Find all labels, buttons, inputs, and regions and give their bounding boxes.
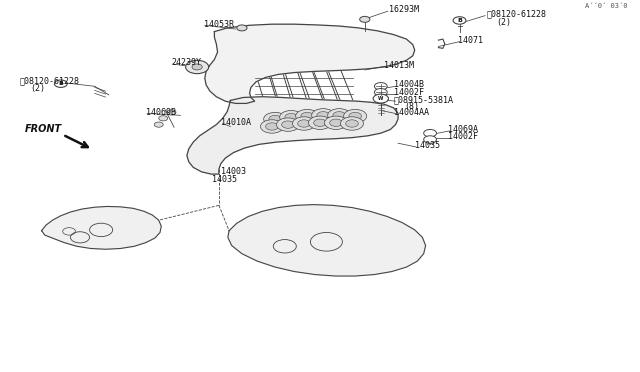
Text: (2): (2) [31, 84, 45, 93]
Circle shape [266, 123, 278, 130]
Text: 14071: 14071 [458, 36, 483, 45]
Circle shape [154, 122, 163, 127]
Circle shape [282, 121, 294, 128]
Circle shape [346, 120, 358, 127]
Circle shape [312, 109, 335, 122]
Text: (8): (8) [404, 102, 419, 111]
Polygon shape [228, 205, 426, 276]
Text: Ⓑ08120-61228: Ⓑ08120-61228 [486, 10, 547, 19]
Circle shape [298, 120, 310, 127]
Text: (2): (2) [496, 18, 511, 27]
Circle shape [192, 64, 202, 70]
Text: 14069B: 14069B [146, 108, 176, 117]
Text: 14002F: 14002F [448, 132, 478, 141]
Circle shape [285, 113, 298, 121]
Text: W: W [378, 96, 383, 101]
Circle shape [54, 80, 67, 87]
Circle shape [340, 117, 364, 130]
Circle shape [317, 112, 330, 119]
Circle shape [374, 83, 387, 90]
Text: 16293M: 16293M [389, 5, 419, 14]
Circle shape [264, 112, 287, 126]
Text: Ⓦ08915-5381A: Ⓦ08915-5381A [394, 95, 454, 104]
Circle shape [167, 110, 176, 115]
Text: 14053R: 14053R [204, 20, 234, 29]
Polygon shape [205, 24, 415, 103]
Circle shape [360, 16, 370, 22]
Text: B: B [58, 81, 63, 86]
Text: 14035: 14035 [415, 141, 440, 150]
Polygon shape [187, 97, 398, 174]
Circle shape [280, 110, 303, 124]
Circle shape [314, 119, 326, 126]
Circle shape [159, 116, 168, 121]
Text: 14069A: 14069A [448, 125, 478, 134]
Circle shape [292, 117, 316, 130]
Text: A´´0´ 03´0: A´´0´ 03´0 [585, 3, 627, 9]
Polygon shape [42, 206, 161, 249]
Text: 14010A: 14010A [221, 118, 251, 126]
Text: 14002F: 14002F [394, 88, 424, 97]
Text: 14035: 14035 [212, 175, 237, 184]
Circle shape [349, 112, 362, 120]
Circle shape [373, 94, 388, 103]
Text: FRONT: FRONT [24, 125, 61, 134]
Circle shape [269, 115, 282, 123]
Circle shape [374, 89, 387, 96]
Circle shape [296, 109, 319, 123]
Circle shape [453, 17, 466, 24]
Circle shape [276, 118, 300, 131]
Circle shape [328, 109, 351, 122]
Circle shape [424, 136, 436, 143]
Circle shape [330, 119, 342, 126]
Circle shape [186, 60, 209, 74]
Text: Ⓑ08120-61228: Ⓑ08120-61228 [19, 77, 79, 86]
Text: 14004AA: 14004AA [394, 108, 429, 117]
Text: B: B [457, 18, 462, 23]
Circle shape [324, 116, 348, 129]
Text: 24239Y: 24239Y [172, 58, 202, 67]
Text: 14003: 14003 [221, 167, 246, 176]
Circle shape [260, 120, 284, 133]
Circle shape [237, 25, 247, 31]
Circle shape [424, 129, 436, 137]
Text: 14013M: 14013M [384, 61, 414, 70]
Circle shape [333, 112, 346, 119]
Circle shape [301, 112, 314, 120]
Circle shape [308, 116, 332, 129]
Circle shape [344, 109, 367, 123]
Text: 14004B: 14004B [394, 80, 424, 89]
